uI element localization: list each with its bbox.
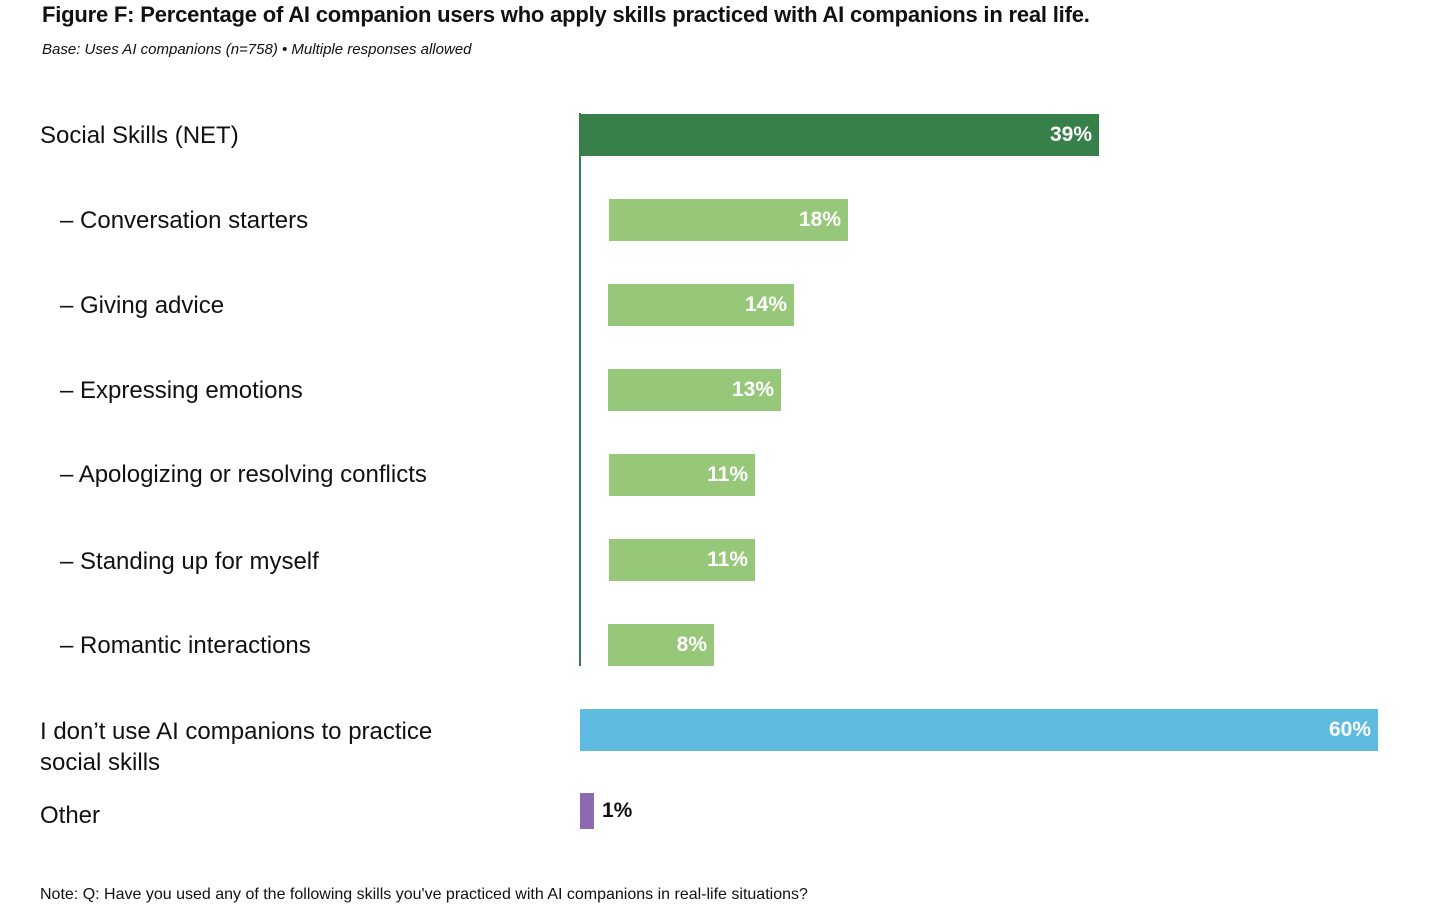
bar-sub — [609, 454, 755, 496]
bar-other — [580, 793, 594, 829]
category-label: – Standing up for myself — [60, 548, 319, 575]
chart-note: Note: Q: Have you used any of the follow… — [40, 886, 808, 903]
category-label: – Expressing emotions — [60, 377, 303, 404]
category-label: Social Skills (NET) — [40, 122, 239, 149]
category-label: – Giving advice — [60, 292, 225, 319]
bar-net — [580, 114, 1099, 156]
chart-title: Figure F: Percentage of AI companion use… — [42, 2, 1090, 27]
value-label: 8% — [676, 633, 707, 656]
bracket-axis-line — [579, 113, 581, 666]
category-label: I don’t use AI companions to practice so… — [40, 718, 433, 776]
value-label: 1% — [602, 799, 633, 822]
chart-subtitle: Base: Uses AI companions (n=758) • Multi… — [42, 41, 472, 58]
value-label: 14% — [744, 293, 787, 316]
bar-none — [580, 709, 1378, 751]
category-label: – Apologizing or resolving conflicts — [60, 461, 427, 488]
value-label: 39% — [1049, 123, 1092, 146]
bar-sub — [608, 369, 781, 411]
bar-sub — [608, 624, 714, 666]
value-label: 11% — [707, 463, 748, 486]
bar-sub — [609, 199, 848, 241]
value-label: 60% — [1328, 718, 1371, 741]
category-label: – Romantic interactions — [60, 632, 311, 659]
bar-sub — [608, 284, 794, 326]
bar-sub — [609, 539, 755, 581]
category-label: Other — [40, 802, 101, 829]
value-label: 13% — [731, 378, 774, 401]
category-label: – Conversation starters — [60, 207, 309, 234]
value-label: 18% — [798, 208, 841, 231]
value-label: 11% — [707, 548, 748, 571]
